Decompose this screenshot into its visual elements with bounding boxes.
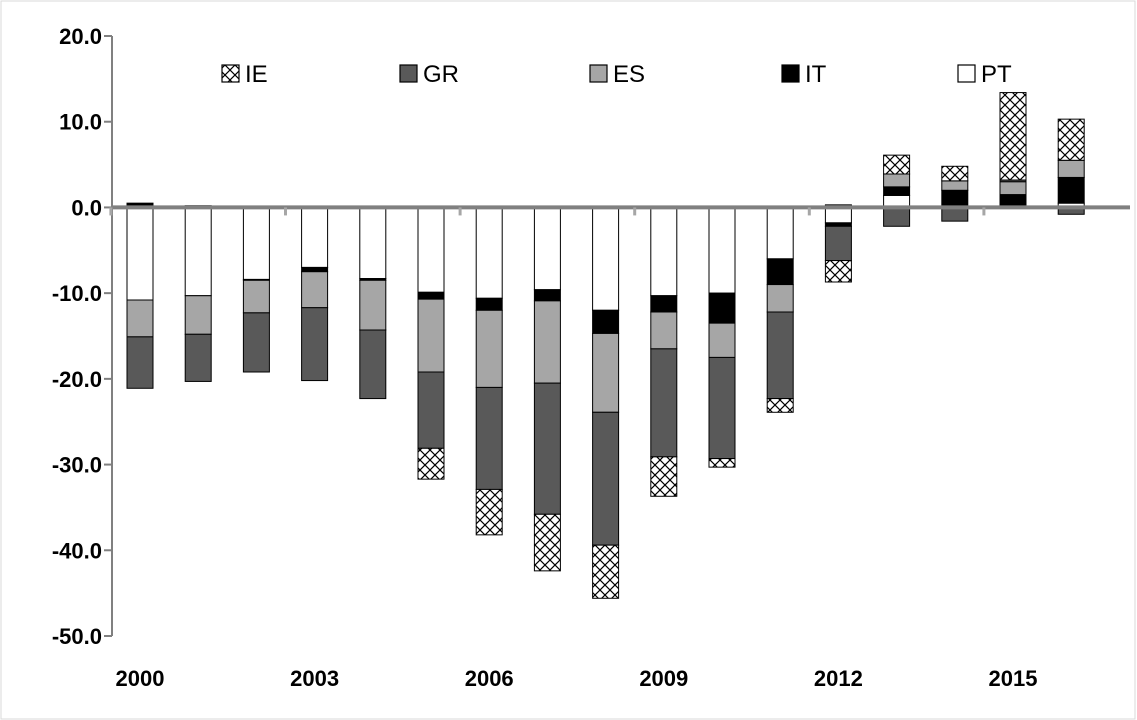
legend-label-pt: PT	[981, 61, 1012, 88]
bar-segment-es-2001	[184, 295, 212, 335]
bar-segment-it-2010	[708, 292, 736, 324]
bar-segment-es-2006	[475, 309, 503, 388]
y-tick-label: 0.0	[71, 195, 102, 220]
bar-segment-pt-2007	[533, 206, 561, 291]
bar-segment-es-2010	[708, 322, 736, 358]
bar-segment-it-2011	[766, 258, 794, 286]
bar-segment-es-2007	[533, 300, 561, 384]
y-tick-label: 20.0	[59, 24, 102, 49]
bar-segment-es-2015	[999, 181, 1027, 196]
bar-segment-es-2004	[359, 279, 387, 331]
bar-segment-es-2014	[941, 180, 969, 191]
bar-segment-gr-2010	[708, 356, 736, 460]
bars-group	[126, 92, 1085, 599]
legend-swatch-ie	[221, 64, 240, 83]
bar-segment-pt-2001	[184, 206, 212, 297]
bar-segment-ie-2011	[766, 398, 794, 413]
bar-segment-it-2003	[301, 266, 329, 273]
x-tick-label: 2000	[116, 666, 165, 691]
bar-segment-it-2007	[533, 289, 561, 302]
x-tick-label: 2009	[639, 666, 688, 691]
bar-segment-pt-2009	[650, 206, 678, 297]
bar-segment-ie-2008	[592, 544, 620, 599]
bar-segment-ie-2014	[941, 165, 969, 182]
bar-segment-pt-2005	[417, 206, 445, 293]
axes-group: 20.0 10.0 0.0 -10.0 -20.0 -30.0 -40.0 -50.0 2000…	[52, 24, 1130, 691]
y-tick-label: -50.0	[52, 624, 102, 649]
bar-segment-pt-2002	[242, 206, 270, 280]
x-tick-label: 2015	[989, 666, 1038, 691]
bar-segment-ie-2005	[417, 447, 445, 480]
legend-label-gr: GR	[423, 61, 459, 88]
bar-segment-pt-2000	[126, 206, 154, 301]
bar-segment-gr-2013	[883, 206, 911, 227]
bar-segment-it-2005	[417, 291, 445, 300]
legend: IE GR ES IT PT	[221, 61, 1012, 88]
bar-segment-gr-2009	[650, 348, 678, 458]
bar-segment-pt-2012	[824, 206, 852, 224]
bar-segment-es-2002	[242, 279, 270, 314]
legend-swatch-it	[781, 64, 800, 83]
bar-segment-gr-2008	[592, 411, 620, 546]
bar-segment-es-2011	[766, 284, 794, 313]
bar-segment-gr-2007	[533, 382, 561, 515]
bar-segment-es-2003	[301, 271, 329, 309]
y-tick-label: -30.0	[52, 453, 102, 478]
bar-segment-pt-2004	[359, 206, 387, 280]
bar-segment-it-2013	[883, 186, 911, 196]
bar-segment-pt-2008	[592, 206, 620, 311]
x-tick-label: 2006	[465, 666, 514, 691]
bar-segment-gr-2014	[941, 206, 969, 222]
bar-segment-it-2009	[650, 295, 678, 313]
legend-label-ie: IE	[245, 61, 268, 88]
legend-swatch-pt	[957, 64, 976, 83]
bar-segment-pt-2006	[475, 206, 503, 299]
y-tick-label: 10.0	[59, 110, 102, 135]
bar-segment-pt-2003	[301, 206, 329, 268]
bar-segment-gr-2011	[766, 311, 794, 400]
bar-segment-ie-2006	[475, 488, 503, 536]
legend-swatch-gr	[399, 64, 418, 83]
bar-segment-ie-2012	[824, 260, 852, 283]
y-tick-label: -40.0	[52, 538, 102, 563]
bar-segment-es-2016	[1057, 159, 1085, 178]
x-tick-label: 2012	[814, 666, 863, 691]
bar-segment-es-2005	[417, 298, 445, 373]
bar-segment-gr-2002	[242, 312, 270, 373]
bar-segment-it-2016	[1057, 176, 1085, 204]
bar-segment-it-2014	[941, 189, 969, 208]
bar-segment-pt-2010	[708, 206, 736, 294]
bar-segment-pt-2011	[766, 206, 794, 260]
bar-segment-gr-2001	[184, 333, 212, 382]
y-tick-label: -10.0	[52, 281, 102, 306]
bar-segment-gr-2012	[824, 225, 852, 262]
y-tick-label: -20.0	[52, 367, 102, 392]
bar-segment-ie-2010	[708, 458, 736, 468]
legend-label-es: ES	[613, 61, 645, 88]
legend-swatch-es	[589, 64, 608, 83]
bar-segment-es-2000	[126, 299, 154, 338]
bar-segment-es-2008	[592, 332, 620, 413]
bar-segment-gr-2003	[301, 307, 329, 382]
bar-segment-it-2006	[475, 297, 503, 311]
bar-segment-gr-2000	[126, 336, 154, 389]
bar-segment-it-2015	[999, 194, 1027, 208]
bar-segment-es-2013	[883, 173, 911, 188]
bar-segment-ie-2007	[533, 513, 561, 572]
legend-label-it: IT	[805, 61, 827, 88]
bar-segment-it-2008	[592, 309, 620, 334]
bar-segment-ie-2013	[883, 154, 911, 175]
bar-segment-gr-2004	[359, 329, 387, 400]
x-tick-label: 2003	[290, 666, 339, 691]
bar-segment-ie-2009	[650, 456, 678, 497]
bar-segment-ie-2016	[1057, 118, 1085, 161]
bar-segment-es-2009	[650, 311, 678, 350]
bar-segment-gr-2006	[475, 386, 503, 490]
bar-segment-it-2012	[824, 222, 852, 227]
bar-segment-ie-2015	[999, 92, 1027, 181]
bar-segment-gr-2005	[417, 371, 445, 449]
